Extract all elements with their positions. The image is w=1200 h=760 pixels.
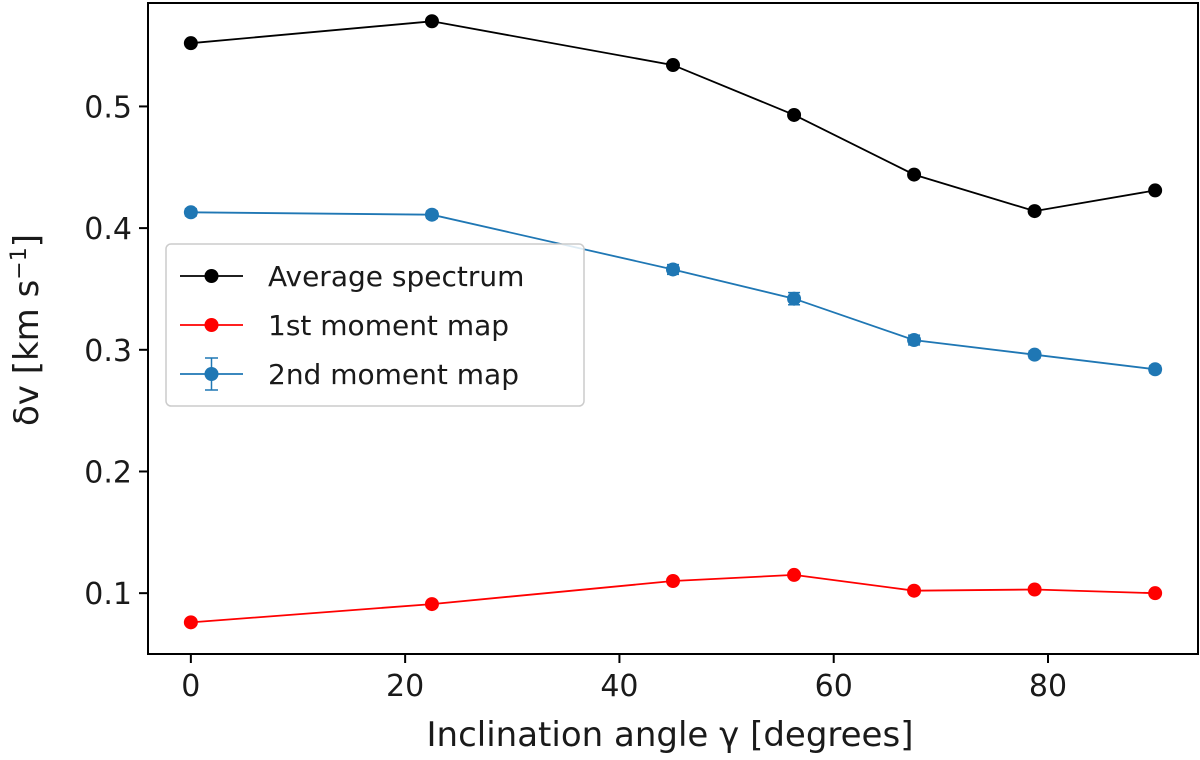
data-point xyxy=(1148,586,1163,601)
data-point xyxy=(1027,347,1042,362)
series-layer xyxy=(183,14,1163,630)
data-point xyxy=(907,583,922,598)
data-point xyxy=(1148,362,1163,377)
data-point xyxy=(183,615,198,630)
legend-label: 2nd moment map xyxy=(268,358,519,391)
x-axis-label: Inclination angle γ [degrees] xyxy=(427,715,914,755)
data-point xyxy=(907,167,922,182)
legend-label: 1st moment map xyxy=(268,309,509,342)
legend: Average spectrum 1st moment map 2nd moment… xyxy=(165,243,585,407)
data-point xyxy=(907,333,922,348)
x-tick-label: 80 xyxy=(1029,669,1067,704)
data-point xyxy=(666,262,680,277)
series-line xyxy=(190,20,1156,213)
data-point xyxy=(424,207,439,222)
series-2nd-moment-map xyxy=(183,205,1163,377)
data-point xyxy=(424,14,439,29)
x-tick-label: 0 xyxy=(181,669,200,704)
x-tick-label: 40 xyxy=(600,669,638,704)
series-1st-moment-map xyxy=(183,567,1163,630)
legend-marker xyxy=(204,367,219,381)
data-point xyxy=(183,36,198,51)
data-point xyxy=(787,107,802,122)
y-tick-label: 0.2 xyxy=(84,455,132,490)
data-point xyxy=(1027,204,1042,219)
legend-marker xyxy=(204,318,219,332)
y-tick-label: 0.3 xyxy=(84,334,132,369)
series-average-spectrum xyxy=(183,14,1163,219)
data-point xyxy=(787,291,802,306)
y-tick-label: 0.4 xyxy=(84,212,132,247)
legend-marker xyxy=(204,269,219,283)
data-point xyxy=(787,567,802,582)
legend-label: Average spectrum xyxy=(268,260,524,293)
y-tick-label: 0.5 xyxy=(84,90,132,125)
legend-frame xyxy=(165,243,585,407)
x-tick-label: 60 xyxy=(815,669,853,704)
data-point xyxy=(666,58,680,73)
legend-item: 2nd moment map xyxy=(180,357,519,391)
legend-item: 1st moment map xyxy=(180,309,509,342)
data-point xyxy=(424,597,439,612)
y-axis-label: δv [km s−1] xyxy=(7,234,47,426)
y-tick-label: 0.1 xyxy=(84,577,132,612)
plot-frame xyxy=(147,2,1199,655)
legend-item: Average spectrum xyxy=(180,260,524,293)
data-point xyxy=(666,573,680,588)
data-point xyxy=(183,205,198,220)
data-point xyxy=(1148,183,1163,198)
axis-ticks: 0 20 40 60 80 0.1 0.2 0.3 0.4 0.5 xyxy=(84,90,1067,704)
x-tick-label: 20 xyxy=(386,669,424,704)
data-point xyxy=(1027,582,1042,597)
